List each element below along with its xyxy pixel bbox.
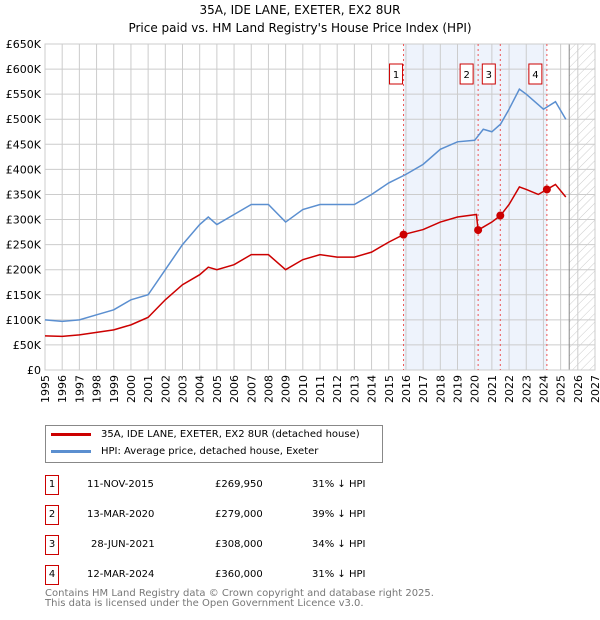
y-tick-label: £200K xyxy=(6,264,42,277)
sale-point xyxy=(474,226,483,235)
y-tick-label: £550K xyxy=(6,88,42,101)
sale-point xyxy=(399,230,408,239)
x-tick-label: 2024 xyxy=(537,375,550,403)
x-tick-label: 1997 xyxy=(73,375,86,403)
sale-date: 28-JUN-2021 xyxy=(91,539,155,550)
sale-label-box xyxy=(459,63,474,85)
y-tick-label: £150K xyxy=(6,289,42,302)
sale-date: 13-MAR-2020 xyxy=(87,509,155,520)
x-tick-label: 2019 xyxy=(452,375,465,403)
sale-point xyxy=(542,185,551,194)
legend-item-hpi: HPI: Average price, detached house, Exet… xyxy=(46,443,382,460)
sale-hpi: 31% ↓ HPI xyxy=(312,479,366,490)
x-tick-label: 2005 xyxy=(211,375,224,403)
y-tick-label: £500K xyxy=(6,113,42,126)
x-tick-label: 2009 xyxy=(280,375,293,403)
x-tick-label: 2021 xyxy=(486,375,499,403)
sale-price: £360,000 xyxy=(215,569,263,580)
x-tick-label: 2008 xyxy=(262,375,275,403)
x-tick-label: 1996 xyxy=(56,375,69,403)
y-tick-label: £350K xyxy=(6,188,42,201)
sale-price: £269,950 xyxy=(215,479,263,490)
sale-label: 3 xyxy=(486,70,492,81)
x-tick-label: 2003 xyxy=(177,375,190,403)
forecast-hatch xyxy=(569,44,595,370)
y-tick-label: £600K xyxy=(6,63,42,76)
x-tick-label: 1998 xyxy=(91,375,104,403)
x-tick-label: 2016 xyxy=(400,375,413,403)
sale-price: £279,000 xyxy=(215,509,263,520)
x-tick-label: 2007 xyxy=(245,375,258,403)
chart-subtitle: Price paid vs. HM Land Registry's House … xyxy=(128,21,471,35)
x-tick-label: 2004 xyxy=(194,375,207,403)
x-tick-label: 2011 xyxy=(314,375,327,403)
sale-number: 2 xyxy=(45,505,59,525)
legend-label: 35A, IDE LANE, EXETER, EX2 8UR (detached… xyxy=(101,429,360,440)
y-tick-label: £400K xyxy=(6,163,42,176)
x-tick-label: 2017 xyxy=(417,375,430,403)
sale-label-box xyxy=(481,63,496,85)
x-tick-label: 2006 xyxy=(228,375,241,403)
plot-frame xyxy=(44,43,596,371)
sale-number: 4 xyxy=(45,565,59,585)
price-chart: 35A, IDE LANE, EXETER, EX2 8UR Price pai… xyxy=(6,3,600,403)
x-tick-label: 2002 xyxy=(159,375,172,403)
sale-date: 12-MAR-2024 xyxy=(87,569,155,580)
sale-label: 4 xyxy=(532,70,538,81)
shaded-period xyxy=(403,44,547,370)
sale-label: 1 xyxy=(393,70,399,81)
licence-text: This data is licensed under the Open Gov… xyxy=(45,598,364,609)
x-tick-label: 2020 xyxy=(469,375,482,403)
sale-hpi: 31% ↓ HPI xyxy=(312,569,366,580)
x-tick-label: 2023 xyxy=(520,375,533,403)
y-tick-label: £650K xyxy=(6,38,42,51)
x-tick-label: 2015 xyxy=(383,375,396,403)
y-tick-label: £100K xyxy=(6,314,42,327)
footer: Contains HM Land Registry data © Crown c… xyxy=(45,589,434,609)
x-tick-label: 2000 xyxy=(125,375,138,403)
x-tick-label: 2001 xyxy=(142,375,155,403)
x-tick-label: 2027 xyxy=(589,375,600,403)
x-tick-label: 1995 xyxy=(39,375,52,403)
series-line xyxy=(44,88,567,323)
sale-number: 3 xyxy=(45,535,59,555)
legend-label: HPI: Average price, detached house, Exet… xyxy=(101,446,319,457)
x-tick-label: 2010 xyxy=(297,375,310,403)
x-tick-label: 2012 xyxy=(331,375,344,403)
sale-hpi: 39% ↓ HPI xyxy=(312,509,366,520)
sale-label: 2 xyxy=(463,70,469,81)
x-tick-label: 2018 xyxy=(434,375,447,403)
sale-label-box xyxy=(528,63,543,85)
x-tick-label: 2014 xyxy=(366,375,379,403)
x-tick-label: 1999 xyxy=(108,375,121,403)
sale-hpi: 34% ↓ HPI xyxy=(312,539,366,550)
x-tick-label: 2022 xyxy=(503,375,516,403)
y-tick-label: £450K xyxy=(6,138,42,151)
y-tick-label: £300K xyxy=(6,214,42,227)
x-tick-label: 2026 xyxy=(572,375,585,403)
sale-point xyxy=(496,211,505,220)
y-tick-label: £0 xyxy=(27,364,41,377)
y-tick-label: £250K xyxy=(6,239,42,252)
sale-price: £308,000 xyxy=(215,539,263,550)
sale-date: 11-NOV-2015 xyxy=(87,479,154,490)
x-tick-label: 2025 xyxy=(555,375,568,403)
chart-title: 35A, IDE LANE, EXETER, EX2 8UR xyxy=(200,3,401,17)
legend-item-property: 35A, IDE LANE, EXETER, EX2 8UR (detached… xyxy=(46,426,382,443)
legend: 35A, IDE LANE, EXETER, EX2 8UR (detached… xyxy=(45,425,383,463)
series-line xyxy=(44,183,567,338)
sale-number: 1 xyxy=(45,475,59,495)
y-tick-label: £50K xyxy=(13,339,42,352)
sale-label-box xyxy=(389,63,404,85)
copyright-text: Contains HM Land Registry data © Crown c… xyxy=(45,588,434,599)
x-tick-label: 2013 xyxy=(348,375,361,403)
